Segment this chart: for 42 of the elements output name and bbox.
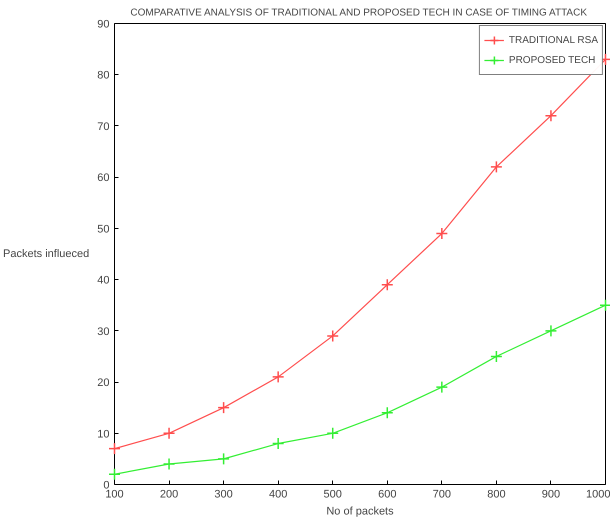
x-tick-label: 1000 bbox=[586, 488, 611, 500]
y-axis-title: Packets influeced bbox=[3, 248, 90, 260]
point bbox=[326, 330, 339, 342]
point bbox=[108, 468, 121, 481]
x-axis-title: No of packets bbox=[326, 506, 394, 518]
y-tick-label: 30 bbox=[97, 326, 110, 338]
point bbox=[544, 324, 558, 338]
chart-title: COMPARATIVE ANALYSIS OF TRADITIONAL AND PROPOSED TECH IN CASE OF TIMING ATTACK bbox=[130, 8, 588, 18]
point bbox=[381, 278, 394, 291]
point bbox=[162, 458, 176, 470]
x-tick-label: 300 bbox=[214, 488, 233, 500]
y-tick-label: 50 bbox=[97, 223, 110, 236]
x-tick-label: 700 bbox=[432, 488, 452, 500]
point bbox=[326, 427, 339, 440]
point bbox=[381, 406, 394, 420]
point bbox=[490, 350, 503, 363]
point bbox=[436, 380, 448, 394]
y-tick-label: 60 bbox=[97, 172, 110, 184]
point bbox=[162, 427, 176, 440]
y-tick-label: 90 bbox=[97, 18, 110, 30]
point bbox=[272, 437, 284, 450]
y-tick-label: 20 bbox=[97, 377, 110, 390]
point bbox=[217, 452, 230, 466]
x-tick-label: 900 bbox=[542, 488, 560, 500]
x-tick-label: 100 bbox=[105, 488, 124, 500]
point bbox=[217, 401, 230, 414]
point bbox=[490, 160, 503, 174]
y-tick-label: 80 bbox=[97, 70, 110, 82]
legend-label: TRADITIONAL RSA bbox=[508, 34, 598, 46]
point bbox=[272, 370, 284, 384]
y-tick-label: 10 bbox=[97, 428, 110, 440]
y-tick-label: 40 bbox=[97, 274, 110, 287]
x-tick-label: 600 bbox=[378, 488, 396, 500]
legend-label: PROPOSED TECH bbox=[508, 54, 596, 66]
y-tick-label: 70 bbox=[97, 120, 110, 133]
x-tick-label: 800 bbox=[487, 488, 506, 500]
x-tick-label: 200 bbox=[160, 488, 178, 500]
x-tick-label: 500 bbox=[324, 488, 342, 500]
point bbox=[544, 109, 558, 122]
point bbox=[436, 227, 448, 240]
x-tick-label: 400 bbox=[268, 488, 288, 500]
point bbox=[108, 442, 121, 455]
